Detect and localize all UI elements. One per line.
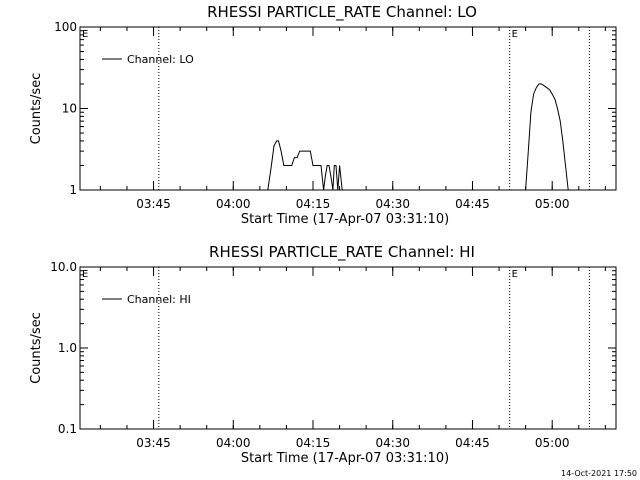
x-tick-label: 04:30 [375,436,410,450]
legend-label: Channel: LO [127,53,194,66]
legend-label: Channel: HI [127,293,191,306]
series-line [267,140,345,191]
x-tick-label: 05:00 [535,436,570,450]
y-tick-label: 10 [62,102,77,116]
x-tick-label: 04:00 [216,197,251,211]
series-line [525,83,569,191]
chart-title: RHESSI PARTICLE_RATE Channel: LO [207,3,477,22]
plot-frame [79,26,617,191]
chart-title: RHESSI PARTICLE_RATE Channel: HI [209,243,475,262]
footer-timestamp: 14-Oct-2021 17:50 [561,469,637,478]
y-axis-label: Counts/sec [29,312,44,384]
x-tick-label: 04:15 [296,436,331,450]
x-tick-label: 04:45 [455,436,490,450]
y-tick-label: 1.0 [58,341,77,355]
event-marker-label: E [512,29,518,40]
x-axis-label: Start Time (17-Apr-07 03:31:10) [241,212,449,227]
x-tick-label: 03:45 [136,436,171,450]
y-tick-label: 10.0 [50,260,77,274]
y-tick-label: 0.1 [58,422,77,436]
panel-hi: RHESSI PARTICLE_RATE Channel: HI 0.1 1.0 10… [29,243,617,466]
x-tick-label: 04:30 [375,197,410,211]
x-tick-label: 04:15 [296,197,331,211]
event-marker-label: E [82,29,88,40]
x-axis-label: Start Time (17-Apr-07 03:31:10) [241,451,449,466]
x-tick-label: 03:45 [136,197,171,211]
y-tick-label: 100 [54,20,77,34]
x-tick-label: 04:45 [455,197,490,211]
x-tick-label: 05:00 [535,197,570,211]
y-tick-label: 1 [69,183,77,197]
panel-lo: RHESSI PARTICLE_RATE Channel: LO 1 10 100 Co… [29,3,617,227]
event-marker-label: E [82,269,88,280]
x-tick-label: 04:00 [216,436,251,450]
event-marker-label: E [512,269,518,280]
y-axis-label: Counts/sec [29,73,44,145]
plot-frame [79,266,617,430]
